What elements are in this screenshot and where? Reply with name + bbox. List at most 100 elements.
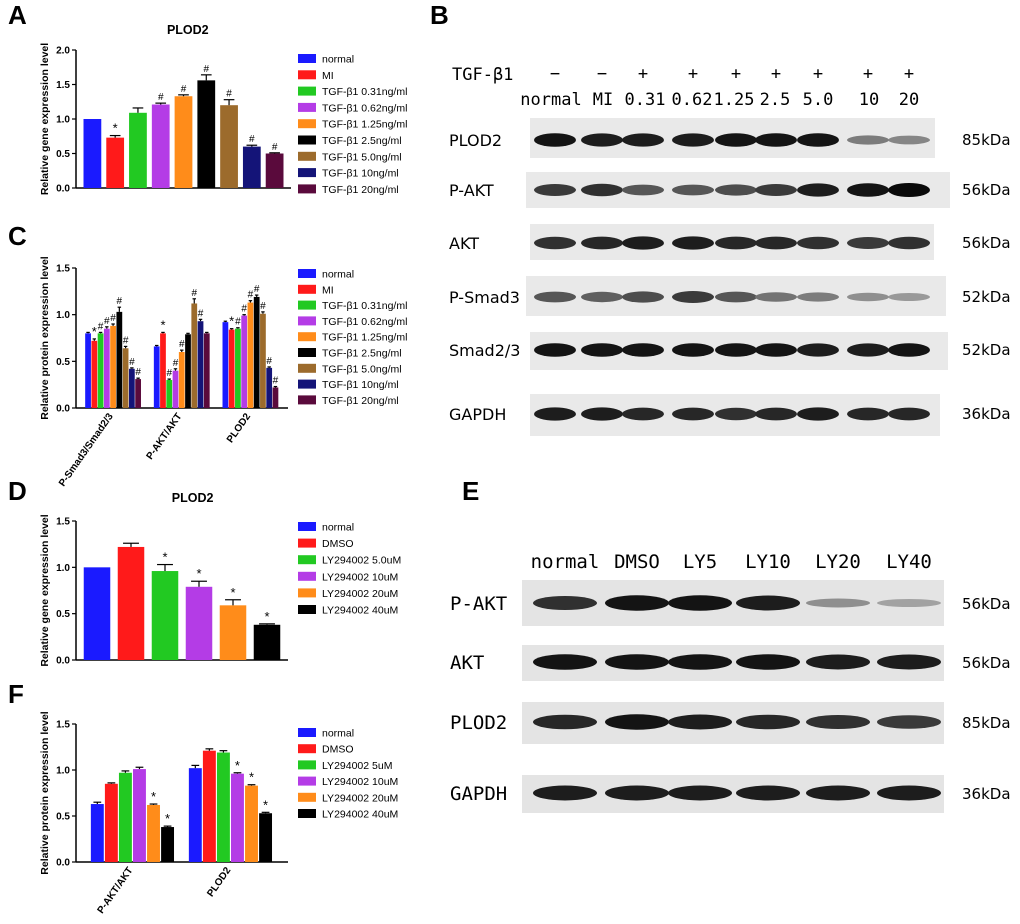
blot-b-lane-label: normal bbox=[520, 90, 581, 110]
c-significance-mark: * bbox=[92, 324, 97, 339]
c-significance-mark: # bbox=[117, 296, 123, 307]
panel-letter-b: B bbox=[430, 0, 449, 30]
blot-b-kda-label: 56kDa bbox=[962, 234, 1011, 252]
blot-b-band bbox=[847, 183, 889, 197]
f-significance-mark: * bbox=[263, 797, 268, 812]
c-bar bbox=[241, 315, 248, 408]
a-legend-label: TGF-β1 10ng/ml bbox=[322, 168, 399, 180]
blot-b-band bbox=[622, 236, 664, 250]
f-bar bbox=[133, 769, 146, 862]
blot-b-band bbox=[797, 236, 839, 250]
c-y-tick-label: 0.5 bbox=[56, 357, 70, 368]
f-legend-swatch bbox=[298, 776, 316, 786]
a-significance-mark: # bbox=[272, 142, 278, 153]
blot-e-band bbox=[533, 596, 597, 610]
d-y-tick-label: 1.5 bbox=[56, 517, 70, 528]
blot-b-treatment-sign: + bbox=[688, 64, 698, 84]
blot-b-band bbox=[888, 407, 930, 421]
blot-b-band bbox=[534, 291, 576, 303]
blot-e-band bbox=[736, 595, 800, 611]
blot-b-band bbox=[672, 291, 714, 303]
c-bar bbox=[172, 370, 179, 408]
blot-b-treatment-sign: + bbox=[771, 64, 781, 84]
c-legend-swatch bbox=[298, 395, 316, 405]
f-legend-swatch bbox=[298, 728, 316, 737]
a-significance-mark: * bbox=[113, 121, 118, 136]
f-legend-swatch bbox=[298, 744, 316, 754]
panel-letter-c: C bbox=[8, 221, 27, 251]
blot-e-band bbox=[806, 715, 870, 729]
d-legend-swatch bbox=[298, 538, 316, 548]
c-significance-mark: # bbox=[254, 284, 260, 295]
a-significance-mark: # bbox=[203, 64, 209, 75]
blot-b-treatment-sign: + bbox=[731, 64, 741, 84]
blot-b-band bbox=[672, 407, 714, 421]
blot-b-treatment-label: TGF-β1 bbox=[452, 65, 513, 85]
c-bar bbox=[191, 303, 198, 408]
western-blot-e: normal DMSO LY5 LY10 LY20 LY40 P-AKT 56kDa AKT 56… bbox=[450, 551, 1011, 813]
blot-e-band bbox=[736, 714, 800, 730]
c-significance-mark: # bbox=[198, 308, 204, 319]
a-y-axis-label: Relative gene expression level bbox=[39, 43, 51, 195]
blot-b-band bbox=[797, 407, 839, 421]
d-legend-label: DMSO bbox=[322, 538, 354, 550]
c-legend-label: MI bbox=[322, 284, 334, 296]
blot-b-band bbox=[715, 407, 757, 421]
a-significance-mark: # bbox=[249, 134, 255, 145]
f-legend-label: LY294002 40uM bbox=[322, 809, 398, 821]
a-legend-swatch bbox=[298, 70, 316, 80]
c-legend-swatch bbox=[298, 316, 316, 326]
c-bar bbox=[266, 367, 273, 408]
d-legend-label: LY294002 40uM bbox=[322, 605, 398, 617]
f-bar bbox=[147, 804, 160, 862]
blot-e-row-label: PLOD2 bbox=[450, 712, 507, 734]
blot-b-lane-label: 5.0 bbox=[803, 90, 834, 110]
f-bar bbox=[259, 813, 273, 862]
f-legend-swatch bbox=[298, 792, 316, 802]
d-significance-mark: * bbox=[264, 609, 269, 624]
blot-b-band bbox=[715, 236, 757, 250]
c-bar bbox=[110, 325, 116, 408]
blot-b-band bbox=[622, 133, 664, 147]
blot-b-band bbox=[888, 183, 930, 197]
c-legend-label: TGF-β1 0.62ng/ml bbox=[322, 316, 407, 328]
d-bar bbox=[253, 624, 281, 660]
c-significance-mark: # bbox=[191, 288, 197, 299]
f-bar bbox=[231, 773, 244, 862]
c-legend-label: TGF-β1 0.31ng/ml bbox=[322, 300, 407, 312]
c-bar bbox=[197, 321, 204, 408]
c-significance-mark: # bbox=[123, 335, 129, 346]
a-bar bbox=[265, 153, 284, 188]
d-bar bbox=[83, 567, 111, 660]
c-legend-swatch bbox=[298, 348, 316, 357]
c-significance-mark: # bbox=[98, 321, 104, 332]
d-title: PLOD2 bbox=[172, 491, 214, 505]
d-legend-swatch bbox=[298, 522, 316, 531]
blot-b-band bbox=[755, 133, 797, 147]
c-significance-mark: * bbox=[229, 314, 234, 329]
c-bar bbox=[228, 329, 235, 408]
blot-e-band bbox=[806, 598, 870, 608]
a-legend-swatch bbox=[298, 168, 316, 178]
c-significance-mark: # bbox=[129, 357, 135, 368]
d-bar bbox=[219, 605, 247, 660]
blot-b-band bbox=[715, 291, 757, 303]
blot-b-row-label: Smad2/3 bbox=[449, 341, 520, 360]
a-legend-label: TGF-β1 5.0ng/ml bbox=[322, 151, 402, 163]
f-bar bbox=[245, 785, 258, 862]
blot-b-band bbox=[581, 407, 623, 421]
f-group-label: P-AKT/AKT bbox=[96, 865, 136, 915]
a-legend-swatch bbox=[298, 151, 316, 161]
western-blot-b: TGF-β1 − − + + + + + + + normal MI 0.31 0.62 1.25 2.5 5.… bbox=[449, 64, 1011, 436]
a-legend-swatch bbox=[298, 135, 316, 145]
c-y-tick-label: 1.5 bbox=[56, 264, 70, 275]
blot-e-row-label: GAPDH bbox=[450, 783, 507, 805]
blot-b-row-label: PLOD2 bbox=[449, 131, 502, 150]
c-legend-swatch bbox=[298, 269, 316, 278]
blot-e-band bbox=[668, 714, 732, 730]
f-bar bbox=[161, 827, 175, 862]
a-bar bbox=[106, 137, 125, 188]
c-legend-label: normal bbox=[322, 269, 354, 281]
blot-e-band bbox=[668, 654, 732, 670]
